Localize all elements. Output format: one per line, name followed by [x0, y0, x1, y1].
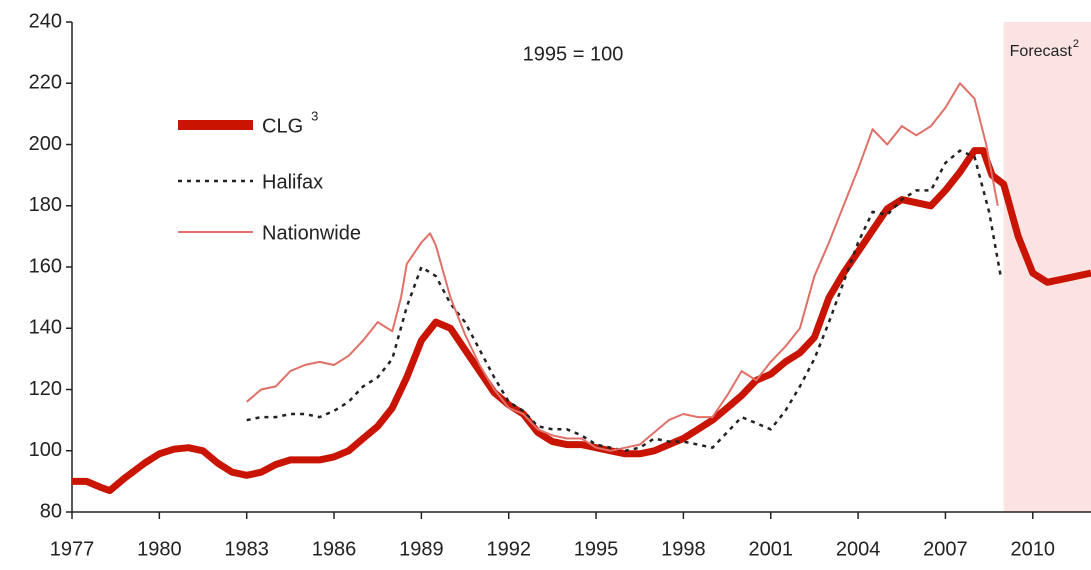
x-tick-label: 1980 — [137, 538, 182, 560]
series-line — [246, 82, 999, 452]
forecast-region — [1003, 22, 1091, 512]
y-tick-label: 220 — [29, 72, 62, 94]
y-tick-label: 120 — [29, 378, 62, 400]
x-tick-label: 1998 — [661, 538, 706, 560]
legend-label: Nationwide — [262, 222, 361, 244]
x-tick-label: 1977 — [50, 538, 95, 560]
y-tick-label: 80 — [40, 500, 62, 522]
legend-label: Halifax — [262, 171, 323, 193]
y-tick-label: 200 — [29, 133, 62, 155]
x-tick-label: 1983 — [224, 538, 269, 560]
y-tick-label: 160 — [29, 255, 62, 277]
x-tick-label: 2007 — [923, 538, 968, 560]
y-tick-label: 180 — [29, 194, 62, 216]
x-tick-label: 2010 — [1011, 538, 1056, 560]
legend-label: CLG — [262, 115, 303, 137]
x-tick-label: 1992 — [486, 538, 531, 560]
series-line — [246, 149, 1002, 453]
x-tick-label: 1986 — [312, 538, 357, 560]
x-tick-label: 2001 — [748, 538, 793, 560]
x-tick-label: 2004 — [836, 538, 881, 560]
annotation: 1995 = 100 — [523, 43, 624, 65]
legend-note: 3 — [311, 108, 318, 123]
forecast-note: 2 — [1073, 38, 1079, 50]
series-line — [72, 147, 1091, 495]
x-tick-label: 1995 — [574, 538, 619, 560]
x-tick-label: 1989 — [399, 538, 444, 560]
y-tick-label: 240 — [29, 10, 62, 32]
y-tick-label: 140 — [29, 317, 62, 339]
forecast-label: Forecast — [1010, 43, 1073, 60]
y-tick-label: 100 — [29, 439, 62, 461]
